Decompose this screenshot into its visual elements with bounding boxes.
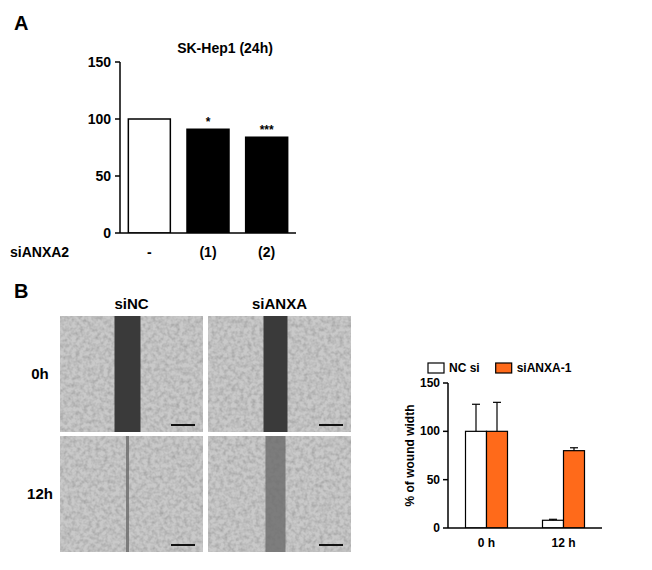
category-label: 12 h xyxy=(551,536,575,550)
legend-label: siANXA-1 xyxy=(517,361,572,375)
wound xyxy=(115,316,141,432)
tick-label: 0 xyxy=(103,225,111,241)
row-label: 0h xyxy=(31,365,49,382)
x-axis xyxy=(120,232,296,234)
cells xyxy=(60,316,203,432)
scale-bar xyxy=(319,544,343,546)
category-label: - xyxy=(147,244,152,260)
tick-label: 100 xyxy=(88,111,112,127)
error-bar xyxy=(493,402,501,431)
bar xyxy=(543,520,564,528)
legend-swatch xyxy=(496,363,512,373)
error-bar xyxy=(570,448,578,451)
tick-label: 150 xyxy=(420,376,440,390)
micrograph xyxy=(208,316,351,432)
micrograph xyxy=(60,436,203,552)
scale-bar xyxy=(319,424,343,426)
tick-label: 100 xyxy=(420,424,440,438)
bar xyxy=(128,119,170,233)
bar xyxy=(466,431,487,528)
row-label: 12h xyxy=(27,485,53,502)
panel-label: A xyxy=(14,12,28,34)
tick xyxy=(443,382,448,384)
wound xyxy=(264,316,288,432)
tick xyxy=(443,431,448,433)
legend-item: siANXA-1 xyxy=(496,361,572,375)
bars xyxy=(128,119,287,233)
error-cap xyxy=(472,404,480,405)
tick-label: 150 xyxy=(88,54,112,70)
x-axis xyxy=(448,527,602,529)
bar xyxy=(246,137,288,233)
axis-label: % of wound width xyxy=(403,405,417,507)
bar xyxy=(564,451,585,528)
column-label: siNC xyxy=(114,295,148,312)
tick xyxy=(115,118,120,120)
error-cap xyxy=(549,519,557,520)
y-axis xyxy=(119,62,121,233)
category-label: (2) xyxy=(258,244,275,260)
cells xyxy=(60,436,203,552)
panel-label: B xyxy=(14,280,28,302)
chart-title: SK-Hep1 (24h) xyxy=(177,40,273,56)
error-line xyxy=(475,404,476,431)
significance: *** xyxy=(260,123,274,137)
legend-item: NC si xyxy=(428,361,480,375)
wound xyxy=(126,436,129,552)
error-cap xyxy=(570,447,578,448)
micrograph xyxy=(60,316,203,432)
bar xyxy=(187,129,229,233)
wound xyxy=(266,436,286,552)
axis-label: siANXA2 xyxy=(10,244,69,260)
column-label: siANXA xyxy=(252,295,307,312)
tick xyxy=(443,479,448,481)
scale-bar xyxy=(171,424,195,426)
tick xyxy=(115,61,120,63)
error-line xyxy=(496,402,497,431)
error-cap xyxy=(493,402,501,403)
bar xyxy=(487,431,508,528)
cells xyxy=(208,436,351,552)
scale-bar xyxy=(171,544,195,546)
micrograph xyxy=(208,436,351,552)
category-label: (1) xyxy=(199,244,216,260)
y-axis xyxy=(447,383,449,528)
tick xyxy=(443,527,448,529)
legend-label: NC si xyxy=(449,361,480,375)
legend-swatch xyxy=(428,363,444,373)
figure: A B SK-Hep1 (24h) - (1) * (2) *** siANXA2 0 50 100 1… xyxy=(0,0,652,570)
category-label: 0 h xyxy=(478,536,495,550)
tick xyxy=(115,175,120,177)
bars xyxy=(466,402,585,528)
tick-label: 50 xyxy=(95,168,111,184)
error-bar xyxy=(472,404,480,431)
cells xyxy=(208,316,351,432)
error-bar xyxy=(549,519,557,521)
tick-label: 50 xyxy=(427,473,441,487)
tick xyxy=(115,232,120,234)
tick-label: 0 xyxy=(433,521,440,535)
significance: * xyxy=(206,115,211,129)
